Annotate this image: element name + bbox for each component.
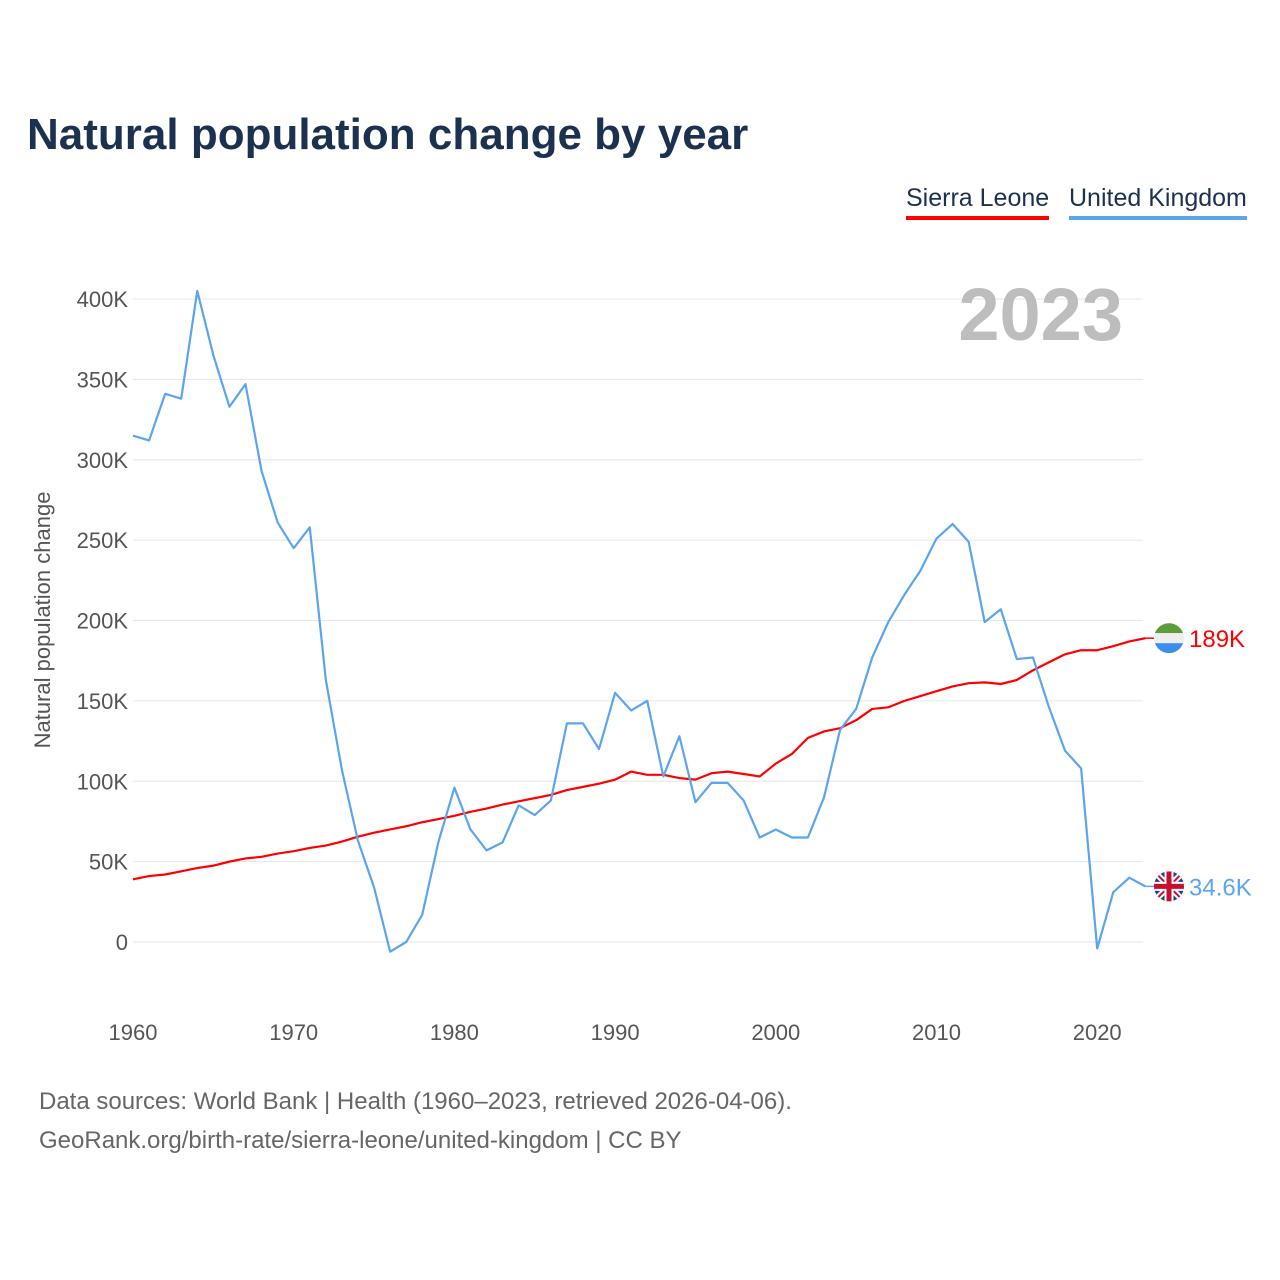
y-axis-label: Natural population change: [30, 492, 55, 749]
end-value-label: 189K: [1189, 626, 1245, 653]
flag-body: [1154, 871, 1184, 902]
y-tick-label: 0: [116, 930, 128, 955]
y-tick-label: 50K: [89, 850, 128, 875]
x-tick-label: 1960: [109, 1020, 158, 1045]
y-tick-label: 100K: [77, 769, 129, 794]
y-tick-label: 400K: [77, 287, 129, 312]
y-tick-label: 350K: [77, 367, 129, 392]
x-tick-label: 1970: [269, 1020, 318, 1045]
x-tick-label: 2010: [912, 1020, 961, 1045]
end-value-label: 34.6K: [1189, 874, 1252, 901]
y-tick-label: 200K: [77, 609, 129, 634]
flag-white: [1154, 633, 1184, 644]
chart-title: Natural population change by year: [27, 110, 749, 159]
x-tick-label: 2020: [1073, 1020, 1122, 1045]
year-watermark: 2023: [958, 273, 1123, 356]
x-tick-label: 2000: [751, 1020, 800, 1045]
y-tick-label: 250K: [77, 528, 129, 553]
y-tick-label: 150K: [77, 689, 129, 714]
footer-link[interactable]: GeoRank.org/birth-rate/sierra-leone/unit…: [39, 1127, 682, 1154]
flag-cross-red: [1154, 871, 1184, 902]
flag-green: [1154, 623, 1184, 634]
sierra-leone-flag-icon: [1154, 623, 1184, 654]
legend-sierra-leone[interactable]: Sierra Leone: [906, 184, 1050, 220]
x-tick-label: 1990: [591, 1020, 640, 1045]
series-line-sierra-leone: [132, 637, 1146, 881]
x-tick-label: 1980: [430, 1020, 479, 1045]
flag-blue: [1154, 643, 1184, 654]
legend-united-kingdom[interactable]: United Kingdom: [1069, 184, 1247, 220]
series-line-united-kingdom: [132, 289, 1146, 953]
flag-body: [1154, 623, 1184, 654]
uk-flag-icon: [1154, 871, 1184, 902]
footer-sources: Data sources: World Bank | Health (1960–…: [39, 1088, 792, 1115]
y-tick-label: 300K: [77, 448, 129, 473]
